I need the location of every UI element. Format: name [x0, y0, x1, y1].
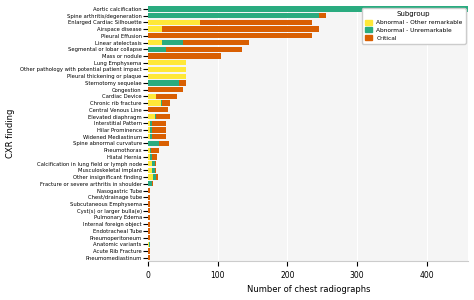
- Bar: [150, 128, 152, 133]
- Bar: [152, 181, 153, 186]
- Bar: [148, 228, 149, 233]
- Bar: [152, 121, 165, 126]
- Bar: [201, 20, 312, 25]
- Bar: [148, 47, 165, 52]
- Bar: [148, 242, 149, 247]
- Bar: [148, 221, 149, 227]
- Bar: [155, 114, 156, 119]
- Bar: [148, 208, 149, 213]
- Y-axis label: CXR finding: CXR finding: [6, 109, 15, 158]
- Bar: [148, 67, 186, 72]
- Bar: [150, 134, 152, 139]
- Bar: [155, 168, 156, 173]
- Bar: [148, 107, 168, 112]
- Bar: [148, 60, 186, 65]
- Bar: [148, 235, 149, 240]
- Bar: [148, 40, 162, 45]
- Bar: [148, 195, 149, 200]
- Bar: [148, 6, 468, 11]
- Bar: [148, 26, 162, 32]
- Bar: [148, 248, 149, 254]
- Bar: [148, 134, 150, 139]
- Bar: [162, 100, 170, 106]
- Bar: [148, 74, 186, 79]
- Bar: [148, 141, 159, 146]
- Bar: [319, 13, 326, 18]
- Bar: [148, 168, 152, 173]
- Bar: [149, 148, 151, 153]
- Bar: [148, 87, 183, 92]
- Bar: [162, 40, 183, 45]
- Bar: [148, 188, 150, 193]
- Bar: [165, 47, 242, 52]
- X-axis label: Number of chest radiographs: Number of chest radiographs: [246, 285, 370, 294]
- Bar: [148, 121, 150, 126]
- Bar: [148, 20, 201, 25]
- Bar: [148, 13, 319, 18]
- Bar: [150, 121, 152, 126]
- Bar: [161, 100, 162, 106]
- Bar: [148, 80, 180, 86]
- Bar: [155, 161, 156, 166]
- Bar: [148, 215, 149, 220]
- Bar: [148, 33, 312, 38]
- Bar: [152, 128, 165, 133]
- Bar: [148, 100, 161, 106]
- Bar: [152, 154, 157, 160]
- Bar: [148, 181, 152, 186]
- Bar: [148, 175, 153, 180]
- Legend: Abnormal - Other remarkable, Abnormal - Unremarkable, Critical: Abnormal - Other remarkable, Abnormal - …: [362, 8, 465, 43]
- Bar: [148, 53, 221, 58]
- Bar: [149, 242, 150, 247]
- Bar: [148, 161, 152, 166]
- Bar: [148, 148, 149, 153]
- Bar: [156, 94, 177, 99]
- Bar: [162, 26, 319, 32]
- Bar: [148, 114, 155, 119]
- Bar: [148, 201, 149, 207]
- Bar: [152, 161, 155, 166]
- Bar: [148, 94, 156, 99]
- Bar: [183, 40, 249, 45]
- Bar: [150, 154, 152, 160]
- Bar: [180, 80, 186, 86]
- Bar: [153, 175, 156, 180]
- Bar: [156, 114, 170, 119]
- Bar: [152, 168, 155, 173]
- Bar: [148, 154, 150, 160]
- Bar: [148, 128, 150, 133]
- Bar: [156, 175, 158, 180]
- Bar: [148, 255, 149, 260]
- Bar: [159, 141, 169, 146]
- Bar: [151, 148, 159, 153]
- Bar: [152, 134, 165, 139]
